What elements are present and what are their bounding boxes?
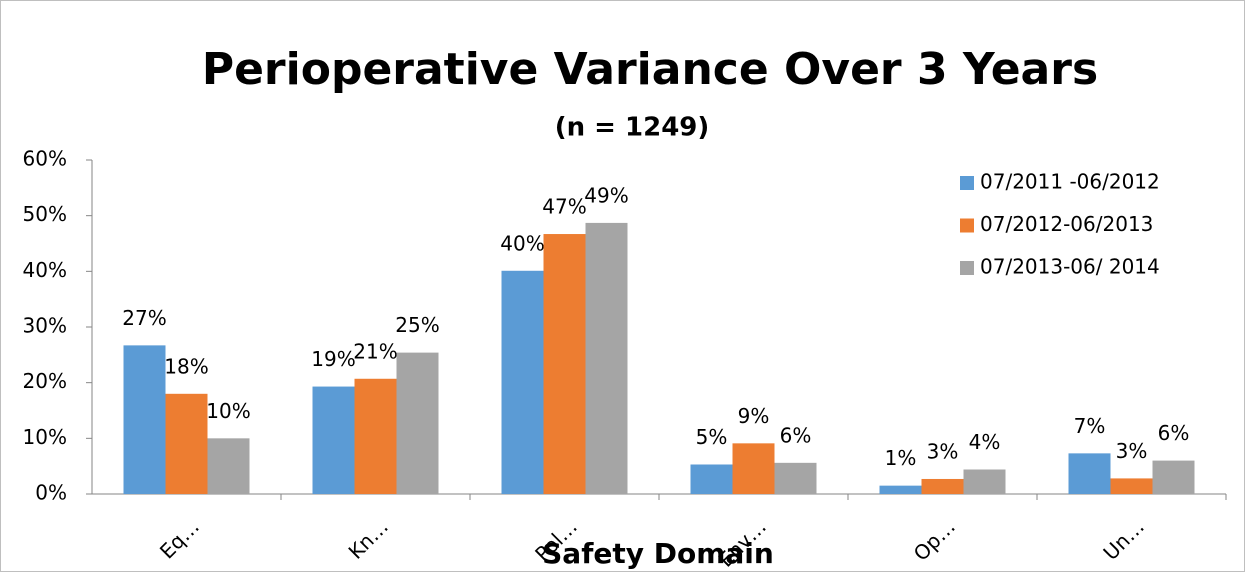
legend-label: 07/2013-06/ 2014 <box>980 255 1160 279</box>
chart-subtitle: (n = 1249) <box>555 113 710 143</box>
y-tick-label: 40% <box>23 258 67 282</box>
data-label: 5% <box>696 425 728 449</box>
legend-swatch <box>960 261 974 275</box>
data-label: 10% <box>206 399 250 423</box>
data-label: 3% <box>1116 439 1148 463</box>
data-label: 1% <box>885 446 917 470</box>
x-axis-title: Safety Domain <box>542 537 774 570</box>
bar <box>207 438 250 494</box>
bar <box>312 386 355 494</box>
bar <box>543 234 586 494</box>
y-tick-label: 30% <box>23 314 67 338</box>
bar <box>963 469 1006 494</box>
legend-label: 07/2011 -06/2012 <box>980 170 1160 194</box>
data-label: 9% <box>738 404 770 428</box>
bar <box>585 222 628 495</box>
data-label: 3% <box>927 439 959 463</box>
bar <box>879 485 922 494</box>
bar <box>690 464 733 494</box>
bar <box>501 270 544 494</box>
y-tick-label: 50% <box>23 202 67 226</box>
y-tick-label: 60% <box>23 147 67 171</box>
y-tick-label: 10% <box>23 425 67 449</box>
data-label: 6% <box>780 423 812 447</box>
y-tick-label: 20% <box>23 369 67 393</box>
data-label: 40% <box>500 231 544 255</box>
bar <box>1152 460 1195 494</box>
bar <box>774 462 817 494</box>
bar <box>1110 478 1153 494</box>
bar <box>396 352 439 494</box>
data-label: 27% <box>122 306 166 330</box>
bar <box>123 345 166 494</box>
bar <box>1068 453 1111 494</box>
legend-swatch <box>960 218 974 233</box>
data-label: 6% <box>1158 421 1190 445</box>
legend-label: 07/2012-06/2013 <box>980 212 1153 236</box>
chart-title: Perioperative Variance Over 3 Years <box>202 44 1098 95</box>
legend-swatch <box>960 176 974 190</box>
data-label: 21% <box>353 339 397 363</box>
data-label: 25% <box>395 313 439 337</box>
data-label: 4% <box>969 430 1001 454</box>
bar <box>732 443 775 494</box>
y-tick-label: 0% <box>35 481 67 505</box>
bar <box>354 378 397 494</box>
data-label: 19% <box>311 347 355 371</box>
data-label: 49% <box>584 183 628 207</box>
bar <box>165 393 208 494</box>
bar <box>921 478 964 494</box>
data-label: 18% <box>164 354 208 378</box>
data-label: 47% <box>542 195 586 219</box>
data-label: 7% <box>1074 414 1106 438</box>
